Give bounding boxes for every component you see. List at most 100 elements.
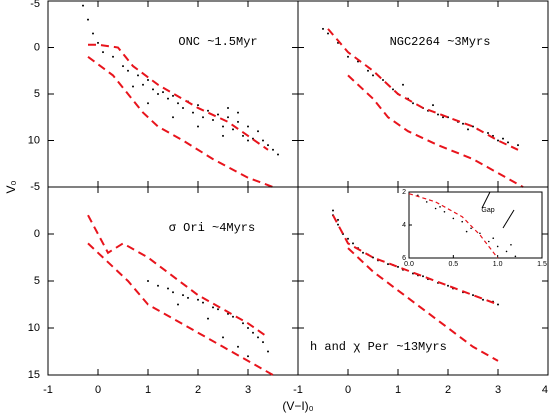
star-point — [257, 130, 259, 133]
x-axis-label: (V−I)₀ — [282, 399, 313, 413]
star-point — [152, 88, 154, 91]
star-point — [247, 327, 249, 329]
star-point — [82, 4, 84, 7]
star-point — [267, 350, 269, 353]
star-point — [257, 336, 259, 339]
star-point — [488, 240, 490, 243]
star-point — [367, 69, 369, 72]
panel-title: σ Ori ~4Myrs — [169, 221, 255, 235]
star-point — [247, 355, 249, 358]
star-point — [197, 104, 199, 107]
star-point — [87, 18, 89, 21]
star-point — [162, 91, 164, 94]
y-tick-label: 5 — [34, 88, 40, 100]
y-tick-label: -5 — [30, 0, 40, 10]
x-tick-label: 1 — [395, 384, 401, 396]
star-point — [382, 79, 384, 82]
star-point — [197, 298, 199, 301]
star-point — [167, 97, 169, 100]
isochrone-line — [87, 242, 274, 376]
star-point — [237, 120, 239, 123]
star-point — [222, 134, 224, 137]
y-tick-label: 0 — [34, 228, 40, 240]
star-point — [247, 125, 249, 128]
star-point — [412, 102, 414, 105]
star-point — [147, 280, 149, 282]
star-point — [232, 315, 234, 318]
star-point — [202, 116, 204, 119]
gap-marker — [502, 209, 515, 229]
star-point — [232, 128, 234, 131]
star-point — [487, 132, 489, 135]
star-point — [217, 113, 219, 116]
x-tick-label: 1.5 — [537, 261, 547, 268]
panel-title: h and χ Per ~13Myrs — [310, 340, 447, 354]
x-tick-label: 0.5 — [448, 261, 458, 268]
star-point — [157, 284, 159, 287]
panel-title: NGC2264 ~3Myrs — [390, 35, 491, 49]
star-point — [147, 79, 149, 82]
x-tick-label: 0.0 — [404, 261, 414, 268]
star-point — [92, 32, 94, 35]
isochrone-line — [332, 214, 499, 306]
star-point — [502, 137, 504, 140]
y-tick-label: -5 — [30, 181, 40, 193]
star-point — [237, 111, 239, 114]
star-point — [262, 139, 264, 142]
star-point — [212, 119, 214, 122]
star-point — [505, 250, 508, 253]
star-point — [182, 294, 184, 297]
star-point — [97, 41, 99, 44]
star-point — [497, 303, 499, 306]
star-point — [479, 232, 481, 235]
gap-marker — [481, 191, 491, 209]
star-point — [207, 109, 209, 112]
star-point — [439, 206, 441, 208]
panel-title: ONC ~1.5Myr — [178, 35, 257, 49]
star-point — [332, 209, 334, 212]
star-point — [347, 237, 349, 240]
star-point — [372, 74, 374, 77]
star-point — [432, 104, 434, 107]
star-point — [227, 116, 229, 119]
star-point — [157, 93, 159, 95]
plot-frame — [47, 186, 299, 376]
x-tick-label: -1 — [293, 384, 303, 396]
star-point — [127, 69, 129, 72]
isochrone-line — [88, 43, 269, 151]
isochrone-line — [87, 55, 274, 188]
star-point — [182, 106, 184, 109]
star-point — [497, 139, 499, 142]
isochrone-line — [327, 28, 519, 151]
star-point — [327, 32, 329, 35]
star-point — [147, 102, 149, 105]
star-point — [177, 102, 179, 105]
star-point — [514, 255, 517, 258]
star-point — [482, 298, 484, 301]
star-point — [247, 139, 249, 142]
star-point — [447, 284, 449, 287]
x-tick-label: -1 — [43, 384, 53, 396]
isochrone-line — [408, 193, 499, 259]
y-tick-label: 0 — [34, 41, 40, 53]
star-point — [442, 116, 444, 119]
star-point — [347, 55, 349, 58]
y-tick-label: 6 — [402, 255, 406, 262]
star-point — [443, 211, 446, 213]
x-tick-label: 3 — [495, 384, 501, 396]
y-axis-label: V₀ — [4, 180, 18, 193]
star-point — [222, 125, 224, 128]
star-point — [237, 345, 239, 348]
star-point — [172, 116, 174, 119]
plot-frame — [297, 0, 549, 188]
star-point — [242, 134, 244, 137]
star-point — [517, 144, 519, 147]
x-tick-label: 0 — [345, 384, 351, 396]
star-point — [402, 83, 404, 86]
star-point — [222, 336, 224, 339]
star-point — [387, 263, 389, 266]
star-point — [425, 201, 428, 203]
star-point — [187, 296, 189, 299]
isochrone-line — [347, 247, 499, 362]
